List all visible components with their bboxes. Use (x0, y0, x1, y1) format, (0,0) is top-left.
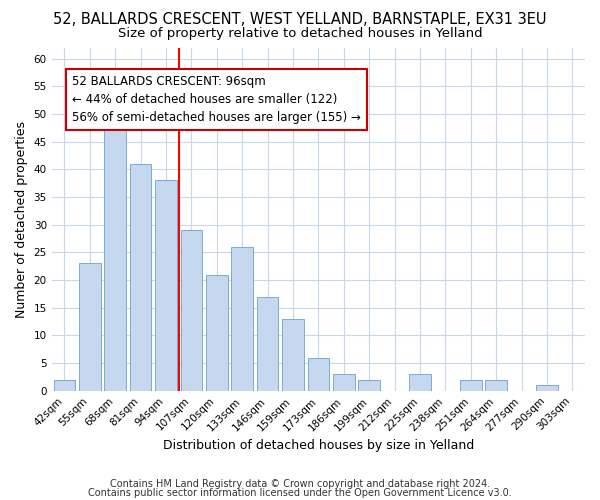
Text: Contains HM Land Registry data © Crown copyright and database right 2024.: Contains HM Land Registry data © Crown c… (110, 479, 490, 489)
Bar (232, 247, 253, 391)
Text: Size of property relative to detached houses in Yelland: Size of property relative to detached ho… (118, 28, 482, 40)
Bar (181, 230, 202, 391)
Bar (53, 380, 75, 391)
Bar (257, 296, 278, 391)
Bar (485, 380, 507, 391)
Bar (409, 374, 431, 391)
Text: Contains public sector information licensed under the Open Government Licence v3: Contains public sector information licen… (88, 488, 512, 498)
Bar (308, 358, 329, 391)
Bar (206, 274, 227, 391)
Bar (460, 380, 482, 391)
Text: 52, BALLARDS CRESCENT, WEST YELLAND, BARNSTAPLE, EX31 3EU: 52, BALLARDS CRESCENT, WEST YELLAND, BAR… (53, 12, 547, 28)
Text: 52 BALLARDS CRESCENT: 96sqm
← 44% of detached houses are smaller (122)
56% of se: 52 BALLARDS CRESCENT: 96sqm ← 44% of det… (72, 75, 361, 124)
X-axis label: Distribution of detached houses by size in Yelland: Distribution of detached houses by size … (163, 440, 474, 452)
Bar (155, 180, 177, 391)
Bar (130, 164, 151, 391)
Bar (358, 380, 380, 391)
Bar (333, 374, 355, 391)
Y-axis label: Number of detached properties: Number of detached properties (15, 120, 28, 318)
Bar (104, 120, 126, 391)
Bar (282, 319, 304, 391)
Bar (79, 264, 101, 391)
Bar (536, 386, 557, 391)
